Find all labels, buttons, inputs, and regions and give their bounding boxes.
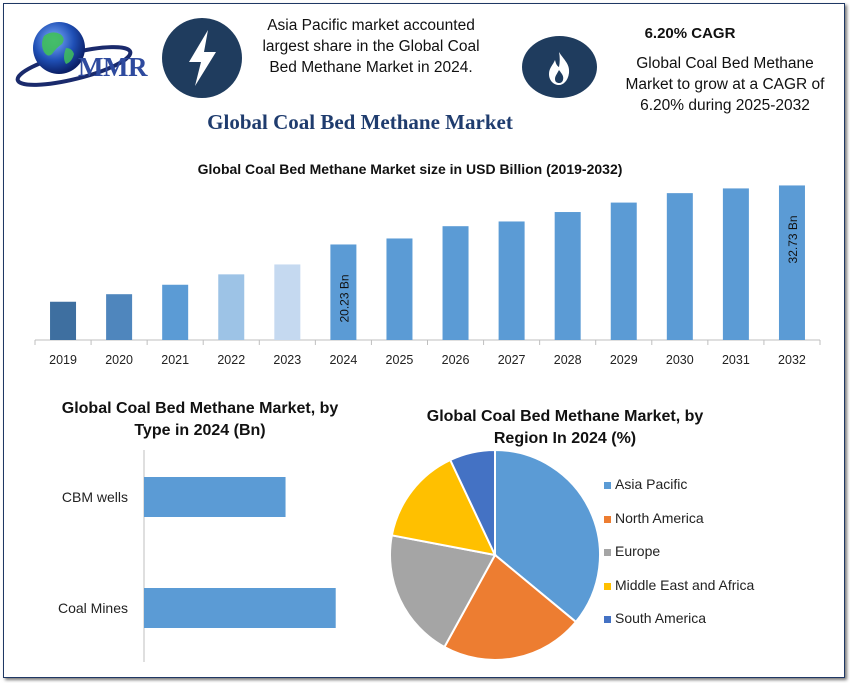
cagr-title: 6.20% CAGR (644, 25, 736, 42)
x-tick-label: 2029 (610, 353, 638, 367)
highlight-asia-pacific: Asia Pacific market accounted largest sh… (262, 17, 480, 76)
market-size-bar-chart: 2019 2020 2021 2022 2023 2024 20.23 Bn 2025 2026… (34, 185, 821, 367)
bar-2025 (386, 238, 413, 340)
legend-swatch (604, 616, 611, 623)
legend-swatch (604, 582, 611, 590)
logo-text: MMR (78, 52, 147, 82)
y-tick-label: CBM wells (62, 489, 128, 505)
bar-data-label: 20.23 Bn (337, 274, 351, 322)
x-tick-label: 2028 (554, 353, 582, 367)
globe-icon (15, 22, 133, 87)
x-tick-label: 2021 (161, 353, 189, 367)
bar-2020 (106, 294, 133, 340)
bar-2026 (442, 226, 469, 340)
legend-label: Asia Pacific (615, 476, 688, 492)
legend-swatch (604, 482, 611, 489)
x-tick-label: 2031 (722, 353, 750, 367)
y-tick-label: Coal Mines (58, 600, 128, 616)
type-bar-chart: CBM wells Coal Mines (58, 450, 336, 662)
bar-data-label: 32.73 Bn (786, 215, 800, 263)
x-tick-label: 2024 (329, 353, 357, 367)
highlight-cagr: Global Coal Bed Methane Market to grow a… (625, 55, 825, 114)
bar-chart-title: Global Coal Bed Methane Market size in U… (197, 161, 623, 177)
hbar-coal-mines (144, 588, 336, 628)
x-tick-label: 2032 (778, 353, 806, 367)
pie-slice-south-america (448, 448, 496, 556)
bar-2028 (554, 212, 581, 340)
bar-2021 (162, 284, 189, 340)
legend-swatch (604, 515, 611, 523)
legend-label: Middle East and Africa (615, 576, 755, 593)
pie-slice-north-america (443, 553, 578, 661)
type-chart-title: Global Coal Bed Methane Market, by Type … (61, 400, 339, 439)
x-tick-label: 2026 (442, 353, 470, 367)
legend-label: Europe (615, 543, 661, 559)
bar-2030 (666, 193, 693, 340)
legend-swatch (604, 549, 611, 556)
x-tick-label: 2019 (49, 353, 77, 367)
bar-2029 (610, 202, 637, 340)
x-tick-label: 2022 (217, 353, 245, 367)
bar-2032 (778, 185, 805, 340)
lightning-bolt-icon (162, 18, 242, 98)
bar-2031 (722, 188, 749, 340)
region-pie-chart (389, 448, 601, 661)
region-chart-title: Global Coal Bed Methane Market, by Regio… (426, 408, 704, 447)
bar-2023 (274, 264, 301, 340)
bar-2027 (498, 221, 525, 340)
legend-label: North America (615, 509, 704, 526)
x-tick-label: 2025 (386, 353, 414, 367)
x-tick-label: 2023 (273, 353, 301, 367)
bar-2019 (50, 301, 77, 340)
bar-2024 (330, 244, 357, 340)
hbar-cbm-wells (144, 477, 286, 517)
flame-icon (522, 36, 597, 98)
mmr-logo: MMR (14, 18, 159, 88)
page-title: Global Coal Bed Methane Market (207, 110, 513, 134)
x-tick-label: 2030 (666, 353, 694, 367)
bar-2022 (218, 274, 245, 340)
pie-slice-middle-east-and-africa (390, 458, 497, 557)
x-tick-label: 2027 (498, 353, 526, 367)
pie-slice-europe (389, 534, 497, 649)
pie-slice-asia-pacific (494, 448, 601, 624)
x-tick-label: 2020 (105, 353, 133, 367)
legend-label: South America (615, 610, 707, 626)
